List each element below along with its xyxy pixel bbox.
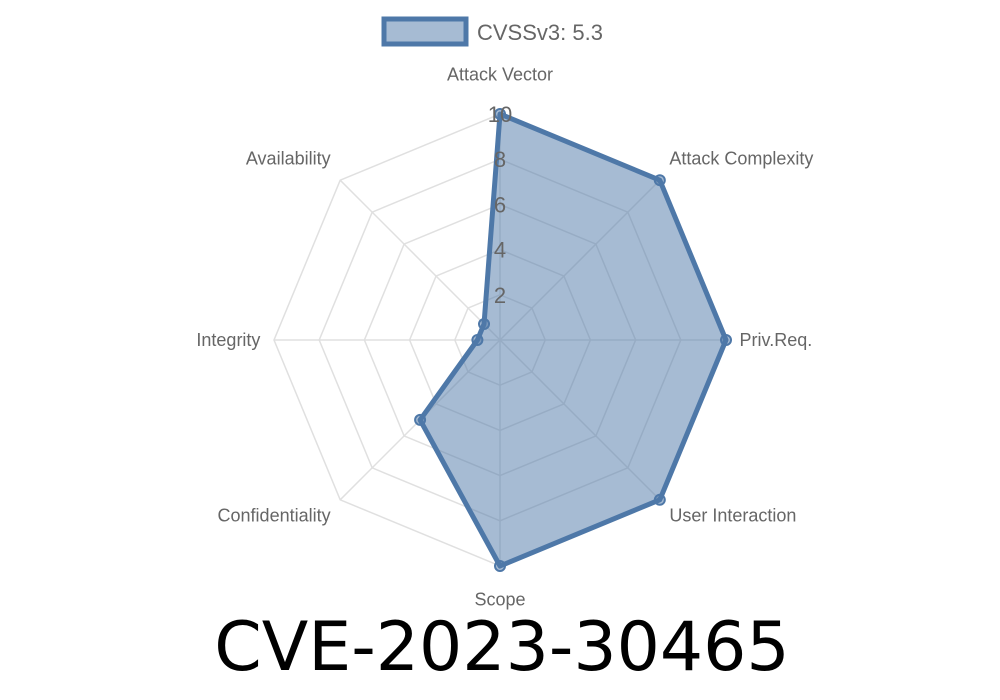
axis-label: Availability [246,149,331,169]
axis-labels: Attack Vector Attack Complexity Priv.Req. U… [196,64,813,609]
data-point[interactable] [478,318,491,331]
legend-swatch [381,16,469,47]
data-point[interactable] [494,560,506,572]
axis-label: User Interaction [669,505,796,525]
tick-label: 2 [494,283,506,308]
tick-label: 4 [494,238,506,263]
data-point[interactable] [653,174,666,187]
data-point[interactable] [494,108,506,120]
radar-series [414,108,732,572]
data-point[interactable] [471,334,484,346]
data-point[interactable] [414,413,427,426]
tick-label: 6 [494,192,506,217]
tick-label: 10 [488,102,512,127]
chart-title: CVE-2023-30465 [214,608,789,687]
axis-label: Priv.Req. [740,330,813,350]
legend-label: CVSSv3: 5.3 [477,20,603,45]
axis-label: Confidentiality [218,505,331,525]
legend[interactable]: CVSSv3: 5.3 [381,16,603,47]
tick-label: 8 [494,147,506,172]
data-point[interactable] [720,334,732,346]
radial-ticks: 2 4 6 8 10 [488,102,512,308]
axis-label: Attack Complexity [669,149,813,169]
axis-label: Scope [474,590,525,610]
data-point[interactable] [653,493,666,506]
grid-spoke [339,179,501,341]
axis-label: Attack Vector [447,64,553,84]
axis-label: Integrity [196,330,260,350]
